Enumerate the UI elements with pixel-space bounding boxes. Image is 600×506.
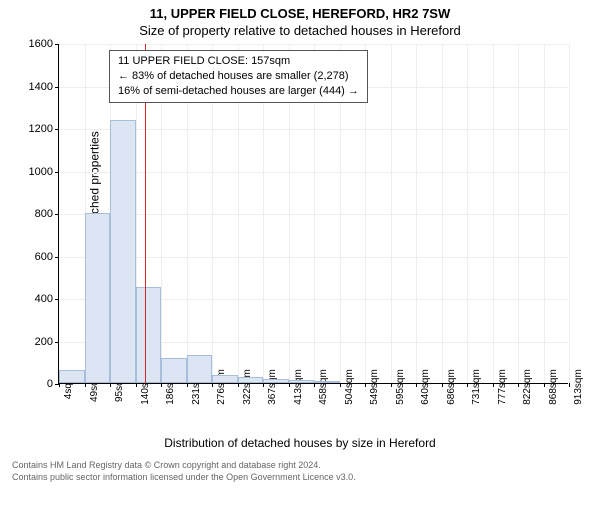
y-tick-mark	[55, 129, 59, 130]
footer-attribution: Contains HM Land Registry data © Crown c…	[12, 460, 600, 483]
histogram-bar	[238, 377, 264, 383]
histogram-bar	[136, 287, 162, 383]
footer-line-2: Contains public sector information licen…	[12, 472, 600, 484]
x-tick-label: 458sqm	[314, 369, 329, 405]
gridline-vertical	[442, 44, 443, 383]
x-tick-label: 686sqm	[442, 369, 457, 405]
x-tick-label: 777sqm	[493, 369, 508, 405]
gridline-vertical	[467, 44, 468, 383]
y-tick-mark	[55, 257, 59, 258]
gridline-vertical	[416, 44, 417, 383]
x-tick-label: 367sqm	[263, 369, 278, 405]
histogram-bar	[289, 380, 315, 383]
y-tick-mark	[55, 214, 59, 215]
y-tick-mark	[55, 87, 59, 88]
gridline-vertical	[569, 44, 570, 383]
gridline-vertical	[518, 44, 519, 383]
footer-line-1: Contains HM Land Registry data © Crown c…	[12, 460, 600, 472]
page-subtitle: Size of property relative to detached ho…	[0, 23, 600, 38]
histogram-bar	[161, 358, 187, 384]
annotation-line-1: 11 UPPER FIELD CLOSE: 157sqm	[118, 54, 359, 69]
histogram-bar	[85, 213, 111, 383]
histogram-bar	[212, 375, 238, 384]
histogram-bar	[59, 370, 85, 383]
histogram-bar	[110, 120, 136, 384]
gridline-vertical	[391, 44, 392, 383]
plot-area: 11 UPPER FIELD CLOSE: 157sqm ← 83% of de…	[58, 44, 568, 384]
x-tick-label: 913sqm	[569, 369, 584, 405]
y-tick-mark	[55, 299, 59, 300]
gridline-vertical	[544, 44, 545, 383]
x-tick-label: 595sqm	[391, 369, 406, 405]
y-tick-mark	[55, 44, 59, 45]
x-tick-label: 322sqm	[238, 369, 253, 405]
gridline-vertical	[493, 44, 494, 383]
page-title-address: 11, UPPER FIELD CLOSE, HEREFORD, HR2 7SW	[0, 6, 600, 21]
y-tick-mark	[55, 342, 59, 343]
x-tick-label: 822sqm	[518, 369, 533, 405]
x-tick-label: 549sqm	[365, 369, 380, 405]
annotation-line-3: 16% of semi-detached houses are larger (…	[118, 84, 359, 99]
y-tick-mark	[55, 172, 59, 173]
chart-annotation-box: 11 UPPER FIELD CLOSE: 157sqm ← 83% of de…	[109, 50, 368, 103]
histogram-bar	[263, 379, 289, 383]
histogram-bar	[314, 381, 340, 383]
x-tick-label: 413sqm	[289, 369, 304, 405]
x-axis-label: Distribution of detached houses by size …	[0, 436, 600, 450]
x-tick-label: 731sqm	[467, 369, 482, 405]
histogram-bar	[187, 355, 213, 383]
x-tick-label: 640sqm	[416, 369, 431, 405]
x-tick-label: 504sqm	[340, 369, 355, 405]
chart-container: Number of detached properties 11 UPPER F…	[58, 44, 568, 384]
annotation-line-2: ← 83% of detached houses are smaller (2,…	[118, 69, 359, 84]
x-tick-label: 868sqm	[544, 369, 559, 405]
